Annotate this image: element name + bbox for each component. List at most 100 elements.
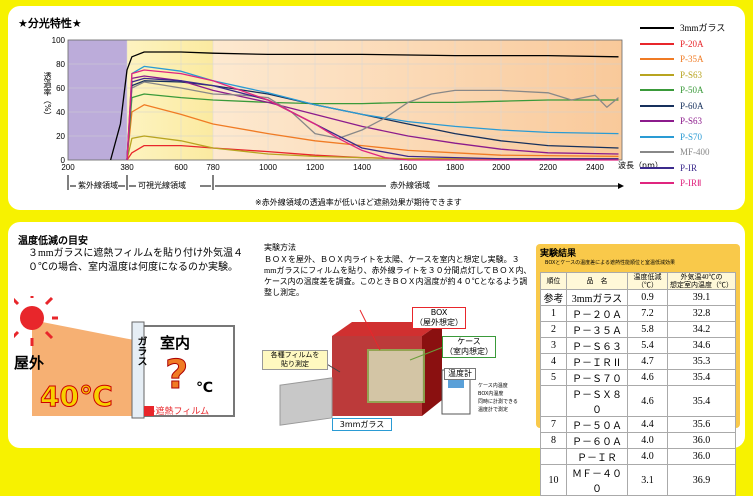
header-name: 品 名 — [565, 272, 629, 290]
cell-temp: 32.8 — [666, 305, 737, 322]
cell-name: ＭＦ－４００ — [565, 464, 629, 496]
cell-name: Ｐ－３５Ａ — [565, 321, 629, 338]
cell-rank: 1 — [540, 305, 567, 322]
results-title: 実験結果 — [540, 249, 577, 259]
indoor-label: 室内 — [160, 334, 191, 352]
legend-swatch — [640, 120, 674, 122]
region-uv-label: 紫外線領域 — [78, 181, 118, 190]
method-heading: 実験方法 — [264, 243, 296, 252]
unknown-unit: ℃ — [196, 380, 213, 396]
x-tick-label: 1200 — [306, 163, 324, 172]
legend-entry: MF-400 — [640, 146, 750, 158]
cell-rank: 2 — [540, 321, 567, 338]
cell-rank: 10 — [540, 464, 567, 496]
film-label-text: 遮熱フィルム — [155, 407, 210, 417]
region-arrows — [67, 175, 624, 190]
y-tick-label: 60 — [56, 84, 65, 93]
legend-entry: P-20A — [640, 38, 750, 50]
cell-reduction: 5.4 — [627, 337, 668, 354]
legend-label: P-35A — [680, 54, 704, 64]
table-row: Ｐ－ＩＲ 4.0 36.0 — [540, 448, 737, 465]
series-line-8 — [126, 81, 619, 161]
cell-name: Ｐ－２０Ａ — [565, 305, 629, 322]
x-tick-label: 200 — [61, 163, 75, 172]
y-tick-label: 100 — [52, 36, 66, 45]
thermometer-notes: ケース内温度 BOX内温度 同時に計測できる 温度計で測定 — [478, 383, 518, 413]
cell-rank: 8 — [540, 432, 567, 449]
legend-label: 3mmガラス — [680, 23, 726, 33]
legend-swatch — [640, 104, 674, 107]
series-line-10 — [126, 69, 619, 161]
cell-temp: 35.4 — [666, 385, 737, 417]
series-line-6 — [126, 75, 619, 161]
table-row: 10 ＭＦ－４００ 3.1 36.9 — [540, 464, 737, 496]
plot-frame — [67, 39, 623, 161]
cell-reduction: 5.8 — [627, 321, 668, 338]
legend-swatch — [640, 182, 674, 184]
legend-label: P-S63 — [680, 69, 703, 80]
legend-swatch — [640, 42, 674, 45]
legend-swatch — [640, 73, 674, 76]
table-row: 5 Ｐ－Ｓ７０ 4.6 35.4 — [540, 369, 737, 386]
legend-entry: P-35A — [640, 53, 750, 65]
legend-swatch — [640, 58, 674, 60]
cell-rank — [540, 385, 567, 417]
legend-swatch — [640, 151, 674, 153]
outdoor-label: 屋外 — [14, 354, 45, 372]
table-row: 7 Ｐ－５０Ａ 4.4 35.6 — [540, 416, 737, 433]
cell-temp: 35.6 — [666, 416, 737, 433]
legend-label: P-IR — [680, 162, 698, 173]
cell-reduction: 4.4 — [627, 416, 668, 433]
x-tick-label: 2400 — [586, 163, 604, 172]
outdoor-temp: 40℃ — [40, 380, 114, 414]
legend-swatch — [640, 135, 674, 138]
cell-temp: 36.9 — [666, 464, 737, 496]
uv-band-shade — [68, 40, 127, 160]
cell-temp: 35.3 — [666, 353, 737, 370]
temperature-intro: ３mmガラスに遮熱フィルムを貼り付け外気温４０℃の場合、室内温度は何度になるのか… — [28, 248, 243, 273]
unknown-temp: ? — [164, 352, 189, 399]
table-row: 4 Ｐ－ＩＲⅡ 4.7 35.3 — [540, 353, 737, 370]
cell-reduction: 3.1 — [627, 464, 668, 496]
legend-swatch — [640, 166, 674, 169]
x-tick-label: 2200 — [539, 163, 557, 172]
legend-label: P-S63 — [680, 116, 703, 126]
cell-temp: 34.6 — [666, 337, 737, 354]
y-tick-label: 40 — [56, 108, 65, 117]
table-row: 参考 3mmガラス 0.9 39.1 — [540, 289, 737, 306]
cell-name: Ｐ－６０Ａ — [565, 432, 629, 449]
legend-label: P-60A — [680, 100, 704, 111]
glass-label: ガラス — [135, 336, 146, 366]
method-text: ＢＯＸを屋外、ＢＯＸ内ライトを太陽、ケースを室内と想定し実験。３mmガラスにフィ… — [264, 255, 532, 297]
cell-rank: 4 — [540, 353, 567, 370]
y-tick-label: 20 — [56, 132, 65, 141]
legend-entry: P-60A — [640, 100, 750, 112]
cell-name: Ｐ－ＳＸ８０ — [565, 385, 629, 417]
temperature-illustration — [14, 296, 235, 419]
cell-name: Ｐ－Ｓ７０ — [565, 369, 629, 386]
x-tick-label: 1000 — [259, 163, 277, 172]
glass-sample-label: 3mmガラス — [332, 418, 392, 431]
temperature-heading: 温度低減の目安 — [18, 236, 88, 247]
header-temp: 外気温40℃の 想定室内温度（℃） — [666, 272, 737, 290]
x-tick-label: 600 — [174, 163, 188, 172]
chart-title: ★分光特性★ — [18, 17, 82, 30]
box-label: BOX （屋外想定） — [412, 307, 466, 329]
header-rank: 順位 — [540, 272, 567, 290]
chart-note: ※赤外線領域の透過率が低いほど遮熱効果が期待できます — [255, 198, 462, 207]
region-visible-label: 可視光線領域 — [138, 181, 186, 190]
table-row: 1 Ｐ－２０Ａ 7.2 32.8 — [540, 305, 737, 322]
cell-reduction: 7.2 — [627, 305, 668, 322]
film-label: ←遮熱フィルム — [148, 407, 210, 417]
legend-label: MF-400 — [680, 147, 710, 157]
header-reduction: 温度低減 （℃） — [627, 272, 668, 290]
legend-entry: P-S63 — [640, 115, 750, 127]
legend-swatch — [640, 89, 674, 91]
legend-swatch — [640, 27, 674, 29]
table-row: 2 Ｐ－３５Ａ 5.8 34.2 — [540, 321, 737, 338]
cell-rank: 参考 — [540, 289, 567, 306]
x-axis-unit: 波長（nm） — [618, 161, 663, 170]
x-tick-label: 380 — [120, 163, 134, 172]
results-table: 順位 品 名 温度低減 （℃） 外気温40℃の 想定室内温度（℃） 参考 3mmガ… — [540, 272, 737, 496]
legend-label: P-IRⅡ — [680, 178, 702, 188]
